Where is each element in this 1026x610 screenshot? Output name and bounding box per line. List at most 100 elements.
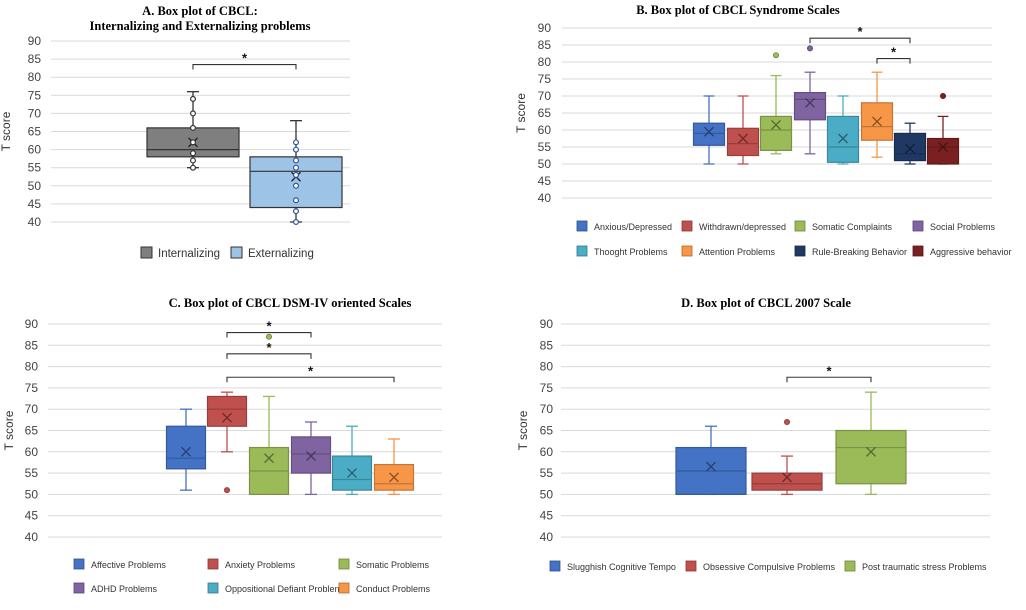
legend-label: Thooght Problems bbox=[594, 247, 668, 257]
outlier-point bbox=[265, 333, 272, 340]
box-iqr bbox=[893, 132, 927, 162]
legend-swatch bbox=[576, 245, 588, 257]
legend-swatch bbox=[681, 245, 693, 257]
y-tick-label: 55 bbox=[538, 140, 552, 154]
box-aggressive-behavior bbox=[926, 93, 960, 165]
y-tick-label: 65 bbox=[25, 424, 39, 438]
mean-marker bbox=[771, 119, 781, 130]
y-tick-label: 80 bbox=[540, 360, 554, 374]
box-slugghish-cognitive-tempo bbox=[675, 425, 747, 496]
legend-swatch bbox=[207, 558, 219, 570]
mean-marker bbox=[222, 412, 232, 423]
data-point bbox=[293, 164, 300, 171]
legend-swatch bbox=[794, 220, 806, 232]
y-axis-label: T score bbox=[516, 410, 530, 450]
mean-marker bbox=[938, 142, 948, 152]
outlier-point bbox=[784, 418, 791, 425]
legend-swatch bbox=[912, 220, 924, 232]
box-somatic-complaints bbox=[759, 52, 793, 155]
legend-label: Affective Problems bbox=[91, 560, 166, 570]
mean-marker bbox=[838, 133, 848, 144]
mean-marker bbox=[264, 453, 274, 464]
chart-panel-a: A. Box plot of CBCL:Internalizing and Ex… bbox=[0, 4, 350, 260]
significance-star: * bbox=[266, 319, 272, 334]
data-point bbox=[293, 146, 300, 153]
box-attention-problems bbox=[860, 71, 894, 158]
y-tick-label: 40 bbox=[25, 530, 39, 544]
box-affective-problems bbox=[165, 408, 207, 491]
legend-swatch bbox=[794, 245, 806, 257]
significance-star: * bbox=[266, 340, 272, 355]
mean-marker bbox=[872, 116, 882, 127]
mean-marker bbox=[347, 468, 357, 479]
chart-title: Internalizing and Externalizing problems bbox=[90, 19, 311, 33]
legend-label: Anxious/Depressed bbox=[594, 222, 672, 232]
legend-swatch bbox=[73, 558, 85, 570]
y-tick-label: 55 bbox=[28, 161, 42, 175]
legend-label: Anxiety Problems bbox=[225, 560, 296, 570]
data-point bbox=[293, 139, 300, 146]
box-adhd-problems bbox=[290, 421, 332, 496]
box-anxious-depressed bbox=[692, 95, 726, 165]
y-tick-label: 50 bbox=[540, 487, 554, 501]
y-tick-label: 70 bbox=[25, 402, 39, 416]
legend-label: Social Problems bbox=[930, 222, 996, 232]
chart-panel-b: B. Box plot of CBCL Syndrome Scales 40 45 5… bbox=[514, 3, 1012, 257]
legend-swatch bbox=[576, 220, 588, 232]
y-tick-label: 60 bbox=[28, 143, 42, 157]
chart-title: B. Box plot of CBCL Syndrome Scales bbox=[636, 3, 840, 17]
legend-label: Post traumatic stress Problems bbox=[862, 562, 987, 572]
data-point bbox=[293, 197, 300, 204]
significance-star: * bbox=[242, 51, 248, 66]
box-somatic-problems bbox=[248, 333, 290, 496]
box-post-traumatic-stress-problems bbox=[835, 391, 907, 496]
y-tick-label: 40 bbox=[540, 530, 554, 544]
mean-marker bbox=[389, 472, 399, 483]
legend-swatch bbox=[549, 560, 561, 572]
mean-marker bbox=[738, 133, 748, 144]
box-iqr bbox=[206, 395, 248, 427]
y-tick-label: 50 bbox=[538, 157, 552, 171]
box-iqr bbox=[290, 436, 332, 474]
legend-swatch bbox=[207, 582, 219, 594]
chart-title: A. Box plot of CBCL: bbox=[142, 4, 258, 18]
legend-swatch bbox=[685, 560, 697, 572]
box-iqr bbox=[726, 127, 760, 157]
outlier-point bbox=[940, 93, 947, 100]
significance-bracket bbox=[226, 353, 312, 359]
y-tick-label: 65 bbox=[540, 424, 554, 438]
legend-label: Externalizing bbox=[248, 248, 314, 260]
significance-star: * bbox=[308, 363, 314, 378]
y-tick-label: 85 bbox=[28, 52, 42, 66]
legend-label: Internalizing bbox=[158, 248, 220, 260]
box-anxiety-problems bbox=[206, 391, 248, 494]
box-oppositional-defiant-problems bbox=[331, 425, 373, 496]
legend-swatch bbox=[681, 220, 693, 232]
mean-marker bbox=[704, 126, 714, 137]
y-axis-label: T score bbox=[0, 111, 13, 151]
legend-swatch bbox=[338, 558, 350, 570]
box-externalizing bbox=[249, 119, 343, 226]
box-social-problems bbox=[793, 45, 827, 155]
significance-bracket bbox=[809, 37, 911, 44]
y-tick-label: 75 bbox=[28, 88, 42, 102]
y-tick-label: 90 bbox=[28, 34, 42, 48]
y-tick-label: 40 bbox=[538, 191, 552, 205]
chart-panel-d: D. Box plot of CBCL 2007 Scale 40 45 50 55 60… bbox=[516, 296, 990, 572]
box-obsessive-compulsive-problems bbox=[751, 418, 823, 496]
legend-swatch bbox=[338, 582, 350, 594]
mean-marker bbox=[805, 97, 815, 108]
outlier-point bbox=[807, 45, 814, 52]
significance-bracket bbox=[226, 331, 312, 338]
outlier-point bbox=[223, 487, 230, 494]
y-tick-label: 45 bbox=[538, 174, 552, 188]
mean-marker bbox=[306, 451, 316, 462]
box-iqr bbox=[751, 472, 823, 491]
y-tick-label: 60 bbox=[540, 445, 554, 459]
legend-label: Slugghish Cognitive Tempo bbox=[567, 562, 676, 572]
y-tick-label: 80 bbox=[25, 360, 39, 374]
data-point bbox=[293, 171, 300, 178]
mean-marker bbox=[905, 143, 915, 154]
y-tick-label: 55 bbox=[540, 466, 554, 480]
chart-panel-c: C. Box plot of CBCL DSM-IV oriented Scal… bbox=[2, 296, 442, 594]
